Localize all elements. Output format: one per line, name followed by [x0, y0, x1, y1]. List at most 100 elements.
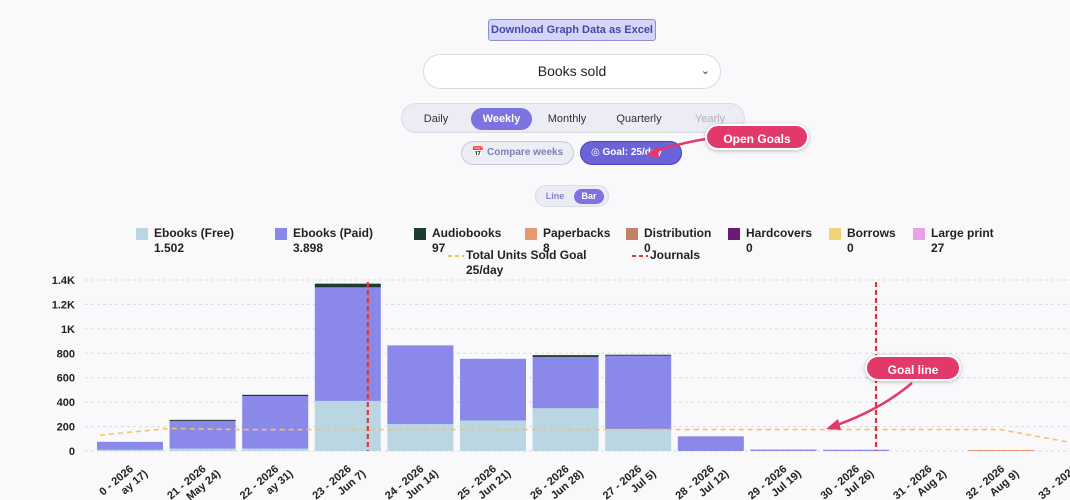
bar-segment[interactable]	[169, 420, 236, 449]
calendar-icon: 📅	[471, 147, 485, 158]
legend-goal[interactable]: Total Units Sold Goal 25/day	[448, 248, 598, 278]
legend-value: 1.502	[154, 241, 185, 255]
goal-line	[99, 427, 1070, 444]
download-excel-button[interactable]: Download Graph Data as Excel	[488, 19, 656, 41]
legend-value: 8	[543, 241, 550, 255]
legend-value: 0	[644, 241, 651, 255]
bar-segment[interactable]	[605, 355, 672, 430]
tab-weekly[interactable]: Weekly	[471, 108, 532, 130]
chart-view-toggle: Line Bar	[535, 185, 609, 207]
bar-segment[interactable]	[387, 345, 454, 425]
legend-value: 27	[931, 241, 945, 255]
legend-label: Journals	[650, 248, 701, 262]
bar-segment[interactable]	[605, 354, 672, 356]
x-tick-label: 28 - 2026Jul 12)	[673, 458, 731, 500]
legend-label: Distribution	[644, 226, 712, 240]
bar-segment[interactable]	[605, 429, 672, 451]
bar-segment[interactable]	[242, 394, 309, 397]
bar-segment[interactable]	[242, 448, 309, 451]
legend-ebooks-paid[interactable]: Ebooks (Paid) 3.898	[275, 226, 395, 256]
bar-segment[interactable]	[823, 449, 889, 451]
legend-swatch	[136, 228, 148, 240]
legend-label: Audiobooks	[432, 226, 502, 240]
x-tick-label: 27 - 2026Jul 5)	[601, 458, 659, 500]
compare-weeks-label: Compare weeks	[487, 147, 564, 158]
bar-segment[interactable]	[97, 441, 163, 450]
y-tick-label: 800	[57, 348, 75, 360]
goal-line-callout: Goal line	[865, 355, 961, 381]
x-tick-label: 30 - 2026Jul 26)	[819, 458, 877, 500]
x-tick-label: 26 - 2026Jun 28)	[528, 458, 586, 500]
x-tick-label: 21 - 2026May 24)	[165, 458, 223, 500]
legend-label: Paperbacks	[543, 226, 611, 240]
y-tick-label: 0	[69, 446, 75, 458]
bar-segment[interactable]	[677, 436, 744, 451]
legend-value: 25/day	[466, 263, 504, 277]
y-tick-label: 200	[57, 422, 75, 434]
x-tick-label: 29 - 2026Jul 19)	[746, 458, 804, 500]
x-tick-label: 0 - 2026ay 17)	[97, 458, 150, 500]
legend-large-print[interactable]: Large print 27	[913, 226, 1013, 256]
goal-button-label: Goal: 25/day	[602, 147, 662, 158]
legend-label: Hardcovers	[746, 226, 813, 240]
tab-monthly[interactable]: Monthly	[547, 113, 587, 125]
bar-segment[interactable]	[460, 358, 526, 421]
bar-segment[interactable]	[97, 449, 163, 451]
y-tick-label: 1.2K	[52, 299, 75, 311]
goal-button[interactable]: ◎ Goal: 25/day	[580, 141, 682, 165]
legend-value: 3.898	[293, 241, 324, 255]
x-tick-label: 25 - 2026Jun 21)	[456, 458, 514, 500]
tab-quarterly[interactable]: Quarterly	[616, 113, 662, 125]
dashed-line-icon	[448, 255, 464, 257]
legend-ebooks-free[interactable]: Ebooks (Free) 1.502	[136, 226, 256, 256]
books-sold-chart: 0 200 400 600 800 1K 1.2K 1.4K 0 - 2026ay 17) 21 …	[52, 275, 1070, 500]
legend-swatch	[728, 228, 740, 240]
y-tick-label: 1.4K	[52, 275, 75, 287]
dashed-line-icon	[632, 255, 648, 257]
legend-value: 0	[847, 241, 854, 255]
bar-segment[interactable]	[387, 424, 454, 451]
bar-segment[interactable]	[968, 450, 1035, 452]
legend-swatch	[275, 228, 287, 240]
y-tick-label: 400	[57, 397, 75, 409]
period-tabs: Daily Weekly Monthly Quarterly Yearly	[401, 103, 745, 133]
bar-segment[interactable]	[242, 396, 309, 449]
x-tick-label: 33 - 2026	[1036, 463, 1070, 500]
legend-paperbacks[interactable]: Paperbacks 8	[525, 226, 625, 256]
metric-select-value: Books sold	[537, 63, 607, 79]
open-goals-callout: Open Goals	[705, 124, 809, 150]
legend-journals[interactable]: Journals	[632, 248, 722, 264]
bar-segment[interactable]	[169, 448, 236, 451]
bar-segment[interactable]	[314, 400, 381, 451]
legend-swatch	[414, 228, 426, 240]
legend-borrows[interactable]: Borrows 0	[829, 226, 919, 256]
legend-hardcovers[interactable]: Hardcovers 0	[728, 226, 828, 256]
tab-daily[interactable]: Daily	[423, 113, 449, 125]
metric-select[interactable]: Books sold ⌄	[423, 54, 721, 89]
legend-audiobooks[interactable]: Audiobooks 97	[414, 226, 514, 256]
compare-weeks-button[interactable]: 📅 Compare weeks	[461, 141, 574, 165]
legend-swatch	[913, 228, 925, 240]
legend-label: Borrows	[847, 226, 896, 240]
bar-segment[interactable]	[314, 287, 381, 401]
view-line-button[interactable]: Line	[545, 191, 565, 201]
tab-yearly[interactable]: Yearly	[694, 113, 726, 125]
legend-distribution[interactable]: Distribution 0	[626, 226, 726, 256]
bar-segment[interactable]	[532, 355, 599, 357]
legend-swatch	[626, 228, 638, 240]
legend-value: 0	[746, 241, 753, 255]
bar-segment[interactable]	[532, 356, 599, 409]
legend-label: Ebooks (Paid)	[293, 226, 374, 240]
legend-value: 97	[432, 241, 446, 255]
bar-segment[interactable]	[460, 420, 526, 451]
legend-swatch	[525, 228, 537, 240]
x-tick-label: 22 - 2026ay 31)	[238, 458, 296, 500]
view-bar-button[interactable]: Bar	[574, 189, 604, 204]
bar-segment[interactable]	[750, 449, 817, 451]
bar-segment[interactable]	[169, 419, 236, 421]
legend-label: Large print	[931, 226, 994, 240]
x-tick-label: 24 - 2026Jun 14)	[383, 458, 441, 500]
y-tick-label: 1K	[61, 324, 75, 336]
bar-segment[interactable]	[314, 283, 381, 288]
chevron-down-icon: ⌄	[700, 65, 710, 77]
